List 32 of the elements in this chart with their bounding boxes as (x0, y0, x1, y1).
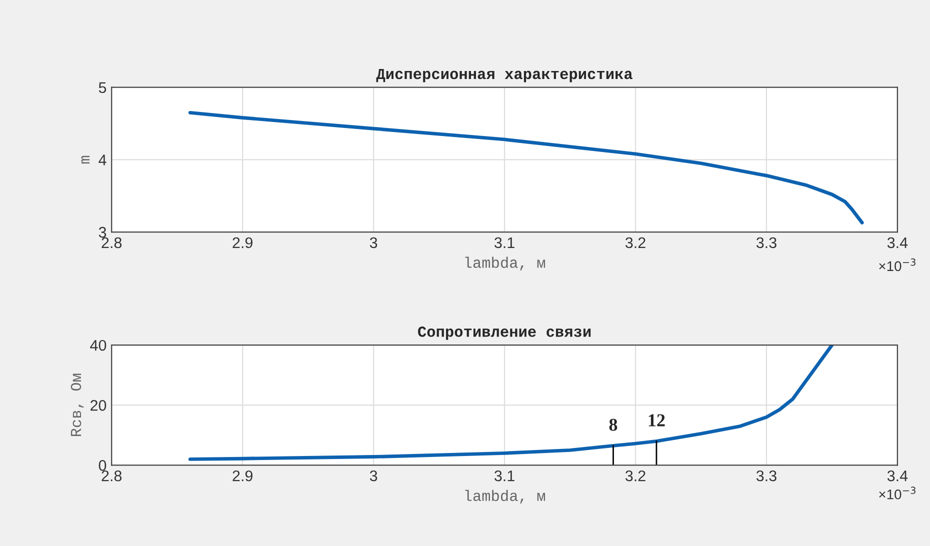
x-tick-label: 3.4 (887, 237, 908, 248)
x-tick-label: 3 (370, 470, 378, 482)
x-axis-title: lambda, м (465, 256, 546, 270)
x-tick-label: 2.9 (232, 237, 252, 248)
x-axis-title: lambda, м (465, 490, 546, 504)
y-tick-label: 4 (98, 154, 106, 166)
x-tick-label: 3.4 (887, 470, 908, 482)
line-series (188, 345, 834, 461)
x-tick-label: 3.1 (494, 470, 514, 482)
text: ×10$^{−3}$ (879, 258, 916, 272)
y-tick-label: 3 (98, 226, 106, 238)
chart-title: Сопротивление связи (418, 326, 591, 340)
y-tick-label: 0 (98, 460, 106, 471)
y-tick-label: 5 (98, 82, 106, 94)
x-tick-label: 2.8 (102, 237, 122, 248)
x-tick-label: 3.2 (625, 470, 646, 482)
x-tick-label: 3.1 (494, 237, 514, 248)
line-series (188, 110, 864, 224)
y-axis-title: m (81, 156, 90, 164)
annotation: 12 (648, 414, 665, 426)
x-tick-label: 3.2 (625, 237, 646, 248)
annotation: 8 (609, 418, 618, 431)
y-axis-title: Rсв, Ом (70, 374, 84, 436)
x-tick-label: 2.9 (232, 470, 252, 482)
x-tick-label: 2.8 (102, 470, 122, 482)
chart-title: Дисперсионная характеристика (376, 68, 632, 82)
y-tick-label: 40 (90, 340, 106, 351)
x-tick-label: 3.3 (756, 237, 776, 248)
y-tick-label: 20 (90, 400, 106, 411)
x-tick-label: 3 (370, 237, 378, 248)
x-tick-label: 3.3 (756, 470, 776, 482)
text: ×10$^{−3}$ (879, 486, 916, 500)
